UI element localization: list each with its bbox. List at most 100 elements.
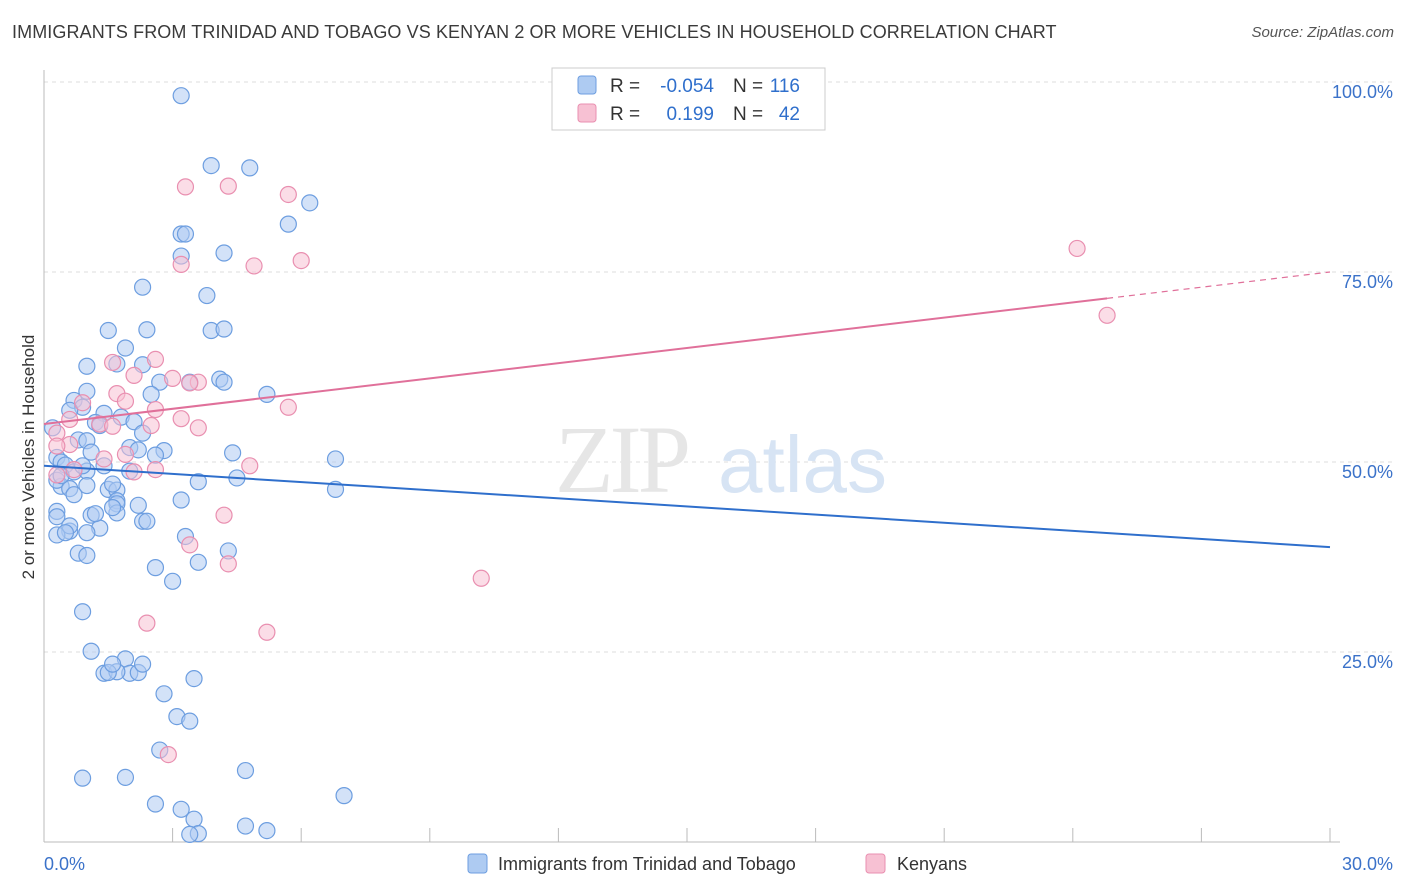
trinidad-tobago-point-85 [65, 486, 83, 504]
kenyans-point-40 [258, 623, 276, 641]
kenyans-point-11 [164, 369, 182, 387]
trend-lines [43, 271, 1331, 549]
kenyans-point-34 [65, 461, 83, 479]
x-tick-label-1: 30.0% [1342, 854, 1393, 874]
kenyans-point-19 [279, 398, 297, 416]
axes [43, 70, 1340, 843]
trinidad-tobago-point-61 [138, 512, 156, 530]
trinidad-tobago-point-81 [164, 572, 182, 590]
stats-legend-swatch-blue [577, 75, 597, 95]
kenyans-point-35 [215, 506, 233, 524]
trinidad-tobago-point-86 [78, 524, 96, 542]
trend-line-trinidad-tobago [43, 464, 1331, 549]
kenyans-point-32 [146, 461, 165, 479]
trinidad-tobago-point-100 [155, 685, 173, 703]
tick-labels: 25.0% 50.0% 75.0% 100.0% 0.0% 30.0% [44, 82, 1393, 874]
trinidad-tobago-point-84 [103, 475, 122, 493]
trinidad-tobago-point-102 [181, 712, 199, 730]
kenyans-point-13 [181, 374, 199, 392]
kenyans-point-18 [172, 410, 190, 428]
kenyans-point-0 [176, 178, 195, 196]
trinidad-tobago-point-78 [326, 450, 345, 468]
y-tick-label-0: 25.0% [1342, 652, 1393, 672]
trinidad-tobago-point-88 [78, 546, 96, 565]
trinidad-tobago-point-113 [258, 821, 276, 840]
kenyans-point-33 [241, 457, 259, 475]
trinidad-tobago-point-50 [78, 476, 96, 495]
stats-r-value-pink: 0.199 [666, 104, 714, 125]
trinidad-tobago-point-99 [133, 655, 152, 673]
trinidad-tobago-point-104 [73, 769, 92, 787]
kenyans-point-2 [279, 185, 297, 204]
kenyans-point-22 [103, 417, 122, 435]
trinidad-tobago-point-108 [172, 800, 190, 818]
trinidad-tobago-point-57 [172, 491, 190, 509]
legend-label-trinidad-tobago: Immigrants from Trinidad and Tobago [498, 854, 796, 874]
kenyans-point-29 [189, 419, 207, 437]
trinidad-tobago-point-23 [258, 385, 276, 403]
trinidad-tobago-point-6 [176, 225, 195, 243]
stats-r-label-pink: R = [610, 104, 640, 125]
series-kenyans-points [48, 177, 1116, 764]
trend-line-kenyans [43, 297, 1108, 425]
trinidad-tobago-point-12 [138, 321, 156, 339]
y-tick-label-1: 50.0% [1342, 462, 1393, 482]
trinidad-tobago-point-109 [185, 810, 203, 828]
trinidad-tobago-point-25 [142, 385, 160, 403]
stats-r-label-blue: R = [610, 76, 640, 97]
watermark-zip: ZIP [555, 406, 688, 513]
kenyans-point-41 [159, 745, 177, 764]
trinidad-tobago-point-105 [116, 768, 135, 787]
y-axis-label: 2 or more Vehicles in Household [19, 335, 38, 580]
trinidad-tobago-point-80 [146, 559, 165, 577]
y-tick-label-2: 75.0% [1342, 272, 1393, 292]
trinidad-tobago-point-63 [48, 508, 66, 526]
trinidad-tobago-point-1 [202, 157, 220, 175]
trinidad-tobago-point-15 [116, 339, 135, 357]
trinidad-tobago-point-4 [279, 215, 297, 233]
series-legend: Immigrants from Trinidad and Tobago Keny… [467, 853, 967, 874]
kenyans-point-9 [146, 350, 165, 368]
trinidad-tobago-point-72 [224, 444, 242, 462]
trinidad-tobago-point-10 [198, 286, 216, 305]
trinidad-tobago-point-77 [129, 496, 147, 514]
stats-legend-swatch-pink [577, 103, 597, 123]
kenyans-point-27 [116, 445, 135, 463]
kenyans-point-16 [73, 394, 92, 412]
x-tick-label-0: 0.0% [44, 854, 85, 874]
kenyans-point-36 [181, 536, 199, 554]
legend-label-kenyans: Kenyans [897, 854, 967, 874]
watermark: ZIP atlas [555, 406, 887, 513]
trinidad-tobago-point-106 [236, 761, 255, 780]
stats-n-value-blue: 116 [770, 76, 800, 97]
chart-source: Source: ZipAtlas.com [1251, 24, 1394, 41]
kenyans-point-3 [172, 255, 190, 273]
kenyans-point-15 [116, 392, 135, 410]
trinidad-tobago-point-87 [56, 524, 75, 542]
trinidad-tobago-point-75 [146, 446, 165, 464]
trinidad-tobago-point-114 [335, 787, 353, 805]
trinidad-tobago-point-14 [215, 320, 233, 338]
stats-r-value-blue: -0.054 [660, 76, 714, 97]
trinidad-tobago-point-83 [86, 505, 105, 523]
trinidad-tobago-point-0 [172, 87, 190, 105]
y-tick-label-3: 100.0% [1332, 82, 1393, 102]
trinidad-tobago-point-107 [146, 795, 165, 813]
kenyans-point-26 [48, 437, 66, 455]
stats-legend-box [551, 67, 826, 131]
trinidad-tobago-point-90 [82, 642, 100, 660]
trinidad-tobago-point-17 [78, 357, 96, 375]
trinidad-tobago-point-111 [181, 825, 199, 844]
kenyans-point-8 [103, 353, 122, 372]
trinidad-tobago-point-3 [301, 194, 319, 212]
trinidad-tobago-point-89 [73, 603, 92, 621]
watermark-atlas: atlas [718, 420, 887, 509]
kenyans-point-10 [125, 366, 143, 384]
stats-legend: R = -0.054 N = 116 R = 0.199 N = 42 [551, 67, 826, 131]
kenyans-point-6 [1068, 239, 1086, 258]
series-trinidad-tobago-points [43, 87, 353, 844]
kenyans-point-23 [142, 416, 160, 435]
kenyans-point-31 [48, 466, 66, 484]
trinidad-tobago-point-97 [103, 655, 122, 673]
